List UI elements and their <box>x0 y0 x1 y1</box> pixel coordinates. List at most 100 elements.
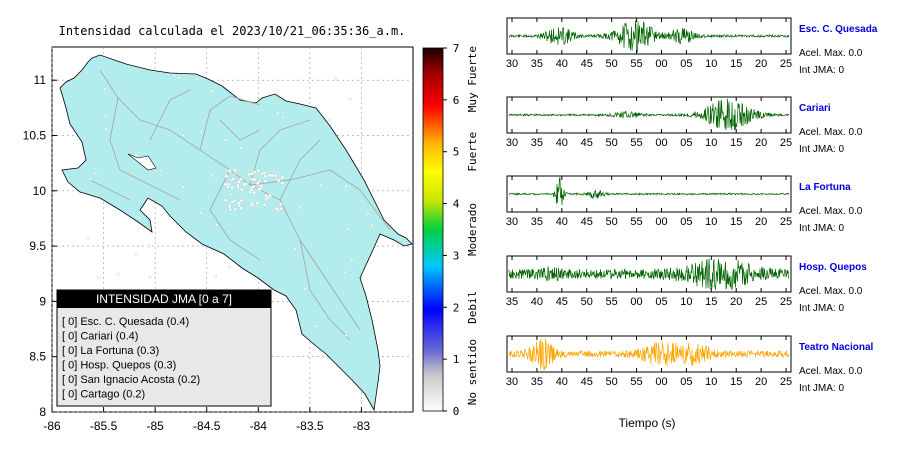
colorbar-category-label: Fuerte <box>466 132 479 172</box>
town-dot <box>350 258 354 262</box>
town-dot <box>103 87 107 91</box>
town-dot <box>265 196 270 200</box>
colorbar-tick-label: 4 <box>453 198 460 211</box>
seismogram-xlabel: Tiempo (s) <box>619 416 676 430</box>
station-peak-acceleration: Acel. Max. 0.0 <box>799 48 863 59</box>
seismogram-tick-label: 25 <box>780 296 792 308</box>
seismogram-panel: 30 35 40 45 50 55 00 05 10 15 20 25 Teatro Nacional A… <box>506 335 873 394</box>
town-dot <box>227 265 231 269</box>
seismogram-tick-label: 30 <box>506 216 518 228</box>
colorbar-category-label: Moderado <box>466 203 479 256</box>
legend-item: [ 0] San Ignacio Acosta (0.2) <box>62 374 200 386</box>
town-dot <box>343 270 347 274</box>
colorbar-tick-label: 2 <box>453 301 460 314</box>
town-dot <box>262 202 267 207</box>
seismogram-tick-label: 50 <box>606 58 618 70</box>
town-dot <box>223 182 228 187</box>
town-dot <box>366 212 370 216</box>
seismogram-tick-label: 00 <box>655 376 667 388</box>
legend-item: [ 0] La Fortuna (0.3) <box>62 345 159 357</box>
station-jma-intensity: Int JMA: 0 <box>799 303 844 314</box>
colorbar-tick-label: 7 <box>453 42 460 55</box>
town-dot <box>231 177 235 181</box>
seismogram-tick-label: 50 <box>606 216 618 228</box>
town-dot <box>258 186 263 191</box>
seismogram-tick-label: 50 <box>606 376 618 388</box>
seismogram-tick-label: 20 <box>730 296 742 308</box>
town-dot <box>215 223 219 227</box>
town-dot <box>239 198 244 203</box>
colorbar-tick-label: 6 <box>453 94 460 107</box>
map-x-tick-label: -85 <box>146 419 164 433</box>
town-dot <box>116 272 120 276</box>
seismogram-tick-label: 25 <box>780 58 792 70</box>
town-dot <box>280 175 285 180</box>
lake-arenal <box>127 153 157 171</box>
station-name: Cariari <box>799 103 831 114</box>
station-jma-intensity: Int JMA: 0 <box>799 144 844 155</box>
colorbar-tick-label: 3 <box>453 249 460 262</box>
town-dot <box>293 247 297 251</box>
town-dot <box>242 182 247 187</box>
colorbar-category-label: Debil <box>466 291 479 324</box>
map-x-tick-label: -84 <box>250 419 268 433</box>
seismogram-tick-label: 40 <box>531 296 543 308</box>
colorbar-tick-label: 0 <box>453 405 460 418</box>
seismogram-tick-label: 20 <box>755 216 767 228</box>
town-dot <box>181 185 185 189</box>
station-name: Hosp. Quepos <box>799 262 867 273</box>
seismogram-tick-label: 35 <box>531 376 543 388</box>
seismogram-trace <box>508 177 790 206</box>
seismogram-tick-label: 10 <box>680 296 692 308</box>
seismogram-tick-label: 05 <box>680 137 692 149</box>
station-peak-acceleration: Acel. Max. 0.0 <box>799 286 863 297</box>
station-peak-acceleration: Acel. Max. 0.0 <box>799 366 863 377</box>
town-dot <box>148 275 152 279</box>
colorbar-tick-label: 1 <box>453 353 460 366</box>
town-dot <box>239 177 243 182</box>
seismogram-tick-label: 50 <box>581 296 593 308</box>
seismogram-tick-label: 35 <box>506 296 518 308</box>
seismogram-tick-label: 25 <box>780 376 792 388</box>
town-dot <box>252 190 257 195</box>
seismogram-panel: 30 35 40 45 50 55 00 05 10 15 20 25 Cariari Acel. Max… <box>506 96 863 155</box>
map-x-tick-label: -83.5 <box>296 419 324 433</box>
town-dot <box>260 171 265 176</box>
town-dot <box>263 174 268 179</box>
seismogram-tick-label: 15 <box>705 296 717 308</box>
seismogram-tick-label: 05 <box>680 216 692 228</box>
seismogram-tick-label: 10 <box>705 216 717 228</box>
town-dot <box>327 118 331 122</box>
town-dot <box>251 184 256 189</box>
town-dot <box>134 153 138 157</box>
seismogram-panel: 30 35 40 45 50 55 00 05 10 15 20 25 La Fortuna Acel. … <box>506 175 863 234</box>
seismogram-tick-label: 35 <box>531 216 543 228</box>
seismogram-tick-label: 25 <box>780 137 792 149</box>
station-name: Teatro Nacional <box>799 342 873 353</box>
map-y-tick-label: 11 <box>34 73 47 87</box>
seismogram-tick-label: 00 <box>655 58 667 70</box>
town-dot <box>89 177 93 181</box>
station-jma-intensity: Int JMA: 0 <box>799 383 844 394</box>
town-dot <box>277 208 281 212</box>
town-dot <box>229 192 233 196</box>
legend-header <box>57 290 271 308</box>
colorbar-tick-label: 5 <box>453 146 460 159</box>
colorbar-axis: 0 1 2 3 4 5 6 7 <box>443 42 460 418</box>
seismogram-tick-label: 25 <box>780 216 792 228</box>
legend-item: [ 0] Hosp. Quepos (0.3) <box>62 360 176 372</box>
legend-item: [ 0] Cartago (0.2) <box>62 389 145 401</box>
town-dot <box>281 115 285 119</box>
town-dot <box>182 133 186 137</box>
town-dot <box>263 179 268 184</box>
seismogram-tick-label: 40 <box>556 216 568 228</box>
town-dot <box>104 127 108 131</box>
seismogram-trace <box>508 20 790 53</box>
map-y-axis: 11 10.5 10 9.5 9 8.5 8 <box>23 73 57 419</box>
town-dot <box>273 174 278 178</box>
town-dot <box>239 187 244 192</box>
seismogram-tick-label: 30 <box>506 137 518 149</box>
seismogram-tick-label: 50 <box>606 137 618 149</box>
town-dot <box>233 207 238 212</box>
